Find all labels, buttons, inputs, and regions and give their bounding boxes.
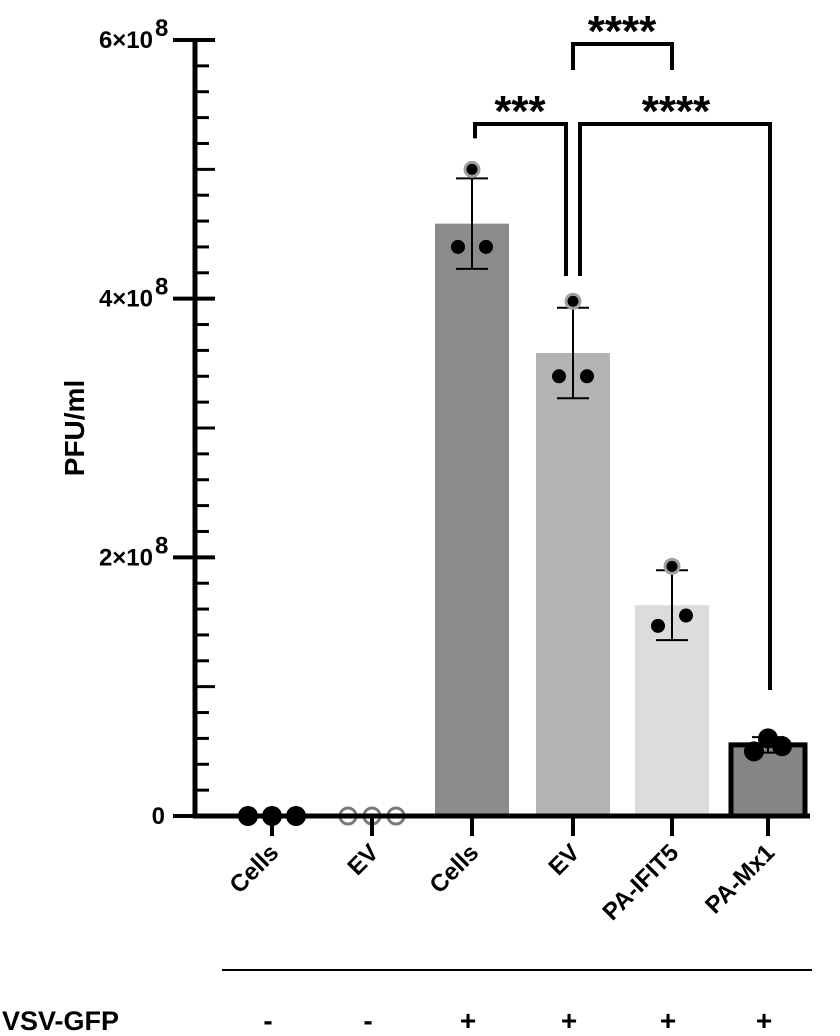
significance-bracket-2	[571, 42, 674, 70]
point-3-2	[451, 239, 465, 254]
point-4-2	[552, 369, 566, 384]
treatment-value-6: +	[756, 1005, 772, 1036]
y-tick-label-4: 6×10	[99, 27, 153, 54]
significance-bracket-1	[473, 122, 568, 276]
category-label-6: PA-Mx1	[700, 839, 780, 919]
point-5-1	[663, 557, 681, 575]
category-label-2: EV	[343, 839, 385, 881]
treatment-value-5: +	[660, 1005, 676, 1036]
points-layer	[238, 160, 792, 826]
point-3-1	[463, 160, 481, 178]
point-5-3	[679, 608, 693, 623]
treatment-label: VSV-GFP	[2, 1006, 119, 1036]
treatment-value-4: +	[561, 1005, 577, 1036]
category-label-1: Cells	[225, 839, 285, 899]
bars-layer	[435, 223, 808, 819]
bar-4	[536, 352, 610, 816]
y-tick-label-3: 4×10	[99, 286, 153, 313]
point-6-3	[772, 736, 792, 757]
y-tick-exponent-3: 8	[155, 274, 168, 301]
significance-bracket-3	[578, 122, 772, 690]
treatment-value-2: -	[363, 1005, 372, 1036]
y-axis-label: PFU/ml	[59, 380, 90, 476]
significance-label-2: ****	[588, 7, 657, 56]
y-tick-exponent-4: 8	[155, 15, 168, 42]
bar-3	[435, 223, 509, 817]
treatment-value-3: +	[460, 1005, 476, 1036]
category-label-3: Cells	[425, 839, 485, 899]
point-5-2	[651, 618, 665, 633]
point-4-1	[564, 292, 582, 310]
point-3-3	[479, 239, 493, 254]
axes-layer	[173, 38, 812, 971]
point-4-3	[580, 369, 594, 384]
category-label-5: PA-IFIT5	[598, 839, 685, 926]
category-label-4: EV	[544, 839, 586, 881]
y-tick-label-1: 0	[152, 803, 165, 830]
y-tick-label-2: 2×10	[99, 544, 153, 571]
bar-6	[728, 742, 808, 819]
treatment-value-1: -	[263, 1005, 272, 1036]
significance-layer: ***********	[473, 7, 772, 690]
point-6-2	[744, 741, 764, 762]
significance-label-1: ***	[494, 87, 546, 136]
y-tick-exponent-2: 8	[155, 532, 168, 559]
significance-label-3: ****	[642, 87, 711, 136]
